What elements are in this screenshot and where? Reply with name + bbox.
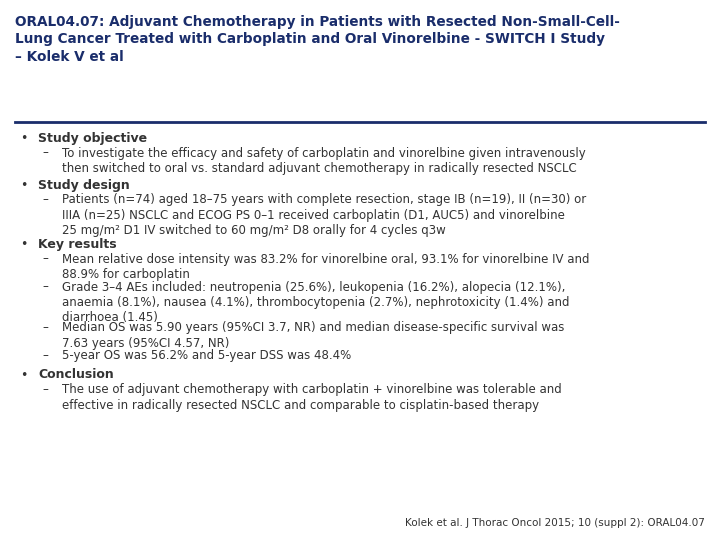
Text: Study design: Study design	[38, 179, 130, 192]
Text: The use of adjuvant chemotherapy with carboplatin + vinorelbine was tolerable an: The use of adjuvant chemotherapy with ca…	[62, 383, 562, 411]
Text: –: –	[42, 383, 48, 396]
Text: •: •	[20, 238, 27, 251]
Text: 5-year OS was 56.2% and 5-year DSS was 48.4%: 5-year OS was 56.2% and 5-year DSS was 4…	[62, 349, 351, 362]
Text: –: –	[42, 321, 48, 334]
Text: Key results: Key results	[38, 238, 117, 251]
Text: –: –	[42, 349, 48, 362]
Text: Median OS was 5.90 years (95%CI 3.7, NR) and median disease-specific survival wa: Median OS was 5.90 years (95%CI 3.7, NR)…	[62, 321, 564, 350]
Text: –: –	[42, 280, 48, 294]
Text: Mean relative dose intensity was 83.2% for vinorelbine oral, 93.1% for vinorelbi: Mean relative dose intensity was 83.2% f…	[62, 253, 590, 281]
Text: –: –	[42, 253, 48, 266]
Text: To investigate the efficacy and safety of carboplatin and vinorelbine given intr: To investigate the efficacy and safety o…	[62, 146, 586, 175]
Text: Conclusion: Conclusion	[38, 368, 114, 381]
Text: •: •	[20, 132, 27, 145]
Text: –: –	[42, 146, 48, 159]
Text: •: •	[20, 368, 27, 381]
Text: •: •	[20, 179, 27, 192]
Text: Patients (n=74) aged 18–75 years with complete resection, stage IB (n=19), II (n: Patients (n=74) aged 18–75 years with co…	[62, 193, 586, 237]
Text: Study objective: Study objective	[38, 132, 147, 145]
Text: Kolek et al. J Thorac Oncol 2015; 10 (suppl 2): ORAL04.07: Kolek et al. J Thorac Oncol 2015; 10 (su…	[405, 518, 705, 528]
Text: –: –	[42, 193, 48, 206]
Text: Grade 3–4 AEs included: neutropenia (25.6%), leukopenia (16.2%), alopecia (12.1%: Grade 3–4 AEs included: neutropenia (25.…	[62, 280, 570, 325]
Text: ORAL04.07: Adjuvant Chemotherapy in Patients with Resected Non-Small-Cell-
Lung : ORAL04.07: Adjuvant Chemotherapy in Pati…	[15, 15, 620, 64]
